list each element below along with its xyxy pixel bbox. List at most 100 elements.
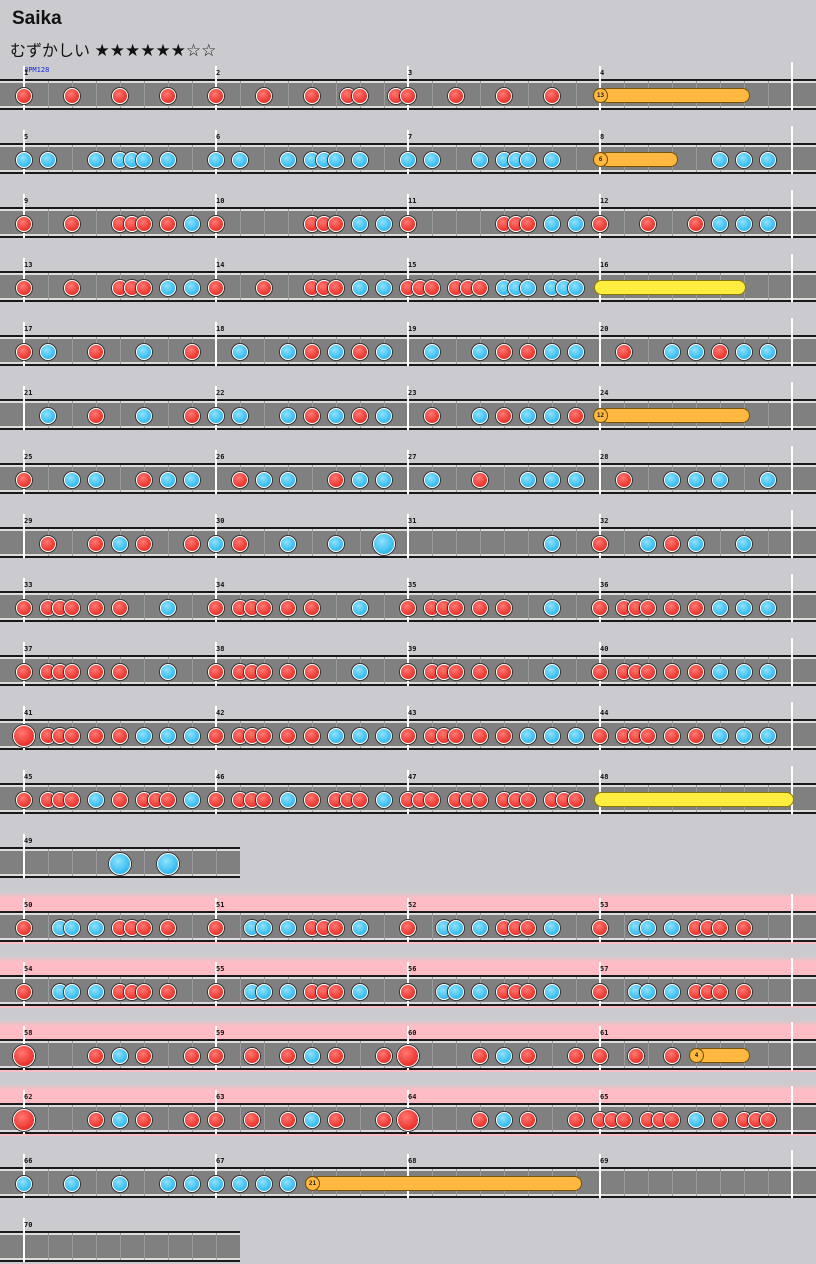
balloon-roll xyxy=(594,280,746,295)
beat-gridline xyxy=(215,849,217,876)
don-note xyxy=(16,280,32,296)
don-note xyxy=(16,792,32,808)
measure-number: 65 xyxy=(600,1093,609,1101)
measure-barline xyxy=(23,514,25,558)
don-note xyxy=(688,600,704,616)
beat-gridline xyxy=(767,273,769,300)
don-note xyxy=(64,280,80,296)
don-note xyxy=(568,792,584,808)
beat-gridline xyxy=(167,1233,169,1260)
don-note xyxy=(64,216,80,232)
beat-gridline xyxy=(383,977,385,1004)
beat-gridline xyxy=(503,465,505,492)
ka-note xyxy=(448,920,464,936)
don-note xyxy=(136,536,152,552)
don-note xyxy=(16,344,32,360)
ka-note xyxy=(208,152,224,168)
ka-note xyxy=(40,408,56,424)
ka-note xyxy=(376,280,392,296)
measure-barline xyxy=(407,514,409,558)
measure-barline xyxy=(407,386,409,430)
measure-number: 2 xyxy=(216,69,221,77)
don-note xyxy=(304,600,320,616)
beat-gridline xyxy=(167,529,169,556)
chart-row: 58 59 60 61 4 xyxy=(0,1020,816,1072)
don-note xyxy=(400,728,416,744)
measure-barline xyxy=(791,382,793,430)
beat-gridline xyxy=(71,145,73,172)
don-note xyxy=(352,344,368,360)
beat-gridline xyxy=(767,529,769,556)
beat-gridline xyxy=(263,1105,265,1132)
measure-number: 60 xyxy=(408,1029,417,1037)
beat-gridline xyxy=(455,1041,457,1068)
beat-gridline xyxy=(767,401,769,428)
chart-row: 49 xyxy=(0,828,240,880)
beat-gridline xyxy=(455,337,457,364)
ka-note xyxy=(280,344,296,360)
beat-gridline xyxy=(47,849,49,876)
measure-number: 6 xyxy=(216,133,221,141)
measure-number: 62 xyxy=(24,1093,33,1101)
don-note xyxy=(496,664,512,680)
ka-note xyxy=(544,600,560,616)
ka-note xyxy=(160,152,176,168)
beat-gridline xyxy=(575,529,577,556)
beat-gridline xyxy=(575,145,577,172)
beat-gridline xyxy=(47,1041,49,1068)
beat-gridline xyxy=(311,529,313,556)
ka-note xyxy=(184,728,200,744)
measure-number: 45 xyxy=(24,773,33,781)
beat-gridline xyxy=(719,529,721,556)
don-note xyxy=(496,344,512,360)
measure-number: 47 xyxy=(408,773,417,781)
beat-gridline xyxy=(431,81,433,108)
don-note xyxy=(184,344,200,360)
measure-number: 43 xyxy=(408,709,417,717)
beat-gridline xyxy=(239,1105,241,1132)
don-note xyxy=(112,664,128,680)
don-note xyxy=(208,88,224,104)
don-note xyxy=(664,664,680,680)
ka-note xyxy=(760,216,776,232)
don-note xyxy=(496,408,512,424)
ka-note xyxy=(88,920,104,936)
ka-note xyxy=(568,472,584,488)
beat-gridline xyxy=(551,1041,553,1068)
don-note xyxy=(520,1048,536,1064)
ka-note xyxy=(232,344,248,360)
don-note xyxy=(592,216,608,232)
measure-number: 52 xyxy=(408,901,417,909)
beat-gridline xyxy=(695,1169,697,1196)
beat-gridline xyxy=(47,273,49,300)
don-note xyxy=(184,408,200,424)
don-note xyxy=(592,920,608,936)
beat-gridline xyxy=(47,81,49,108)
drumroll xyxy=(312,1176,582,1191)
ka-note xyxy=(328,408,344,424)
don-note xyxy=(520,792,536,808)
ka-note xyxy=(736,152,752,168)
measure-number: 55 xyxy=(216,965,225,973)
ka-note xyxy=(520,408,536,424)
don-note xyxy=(472,664,488,680)
don-note xyxy=(712,344,728,360)
don-note xyxy=(736,920,752,936)
beat-gridline xyxy=(47,1233,49,1260)
don-note xyxy=(376,1048,392,1064)
measure-barline xyxy=(599,450,601,494)
ka-note xyxy=(184,216,200,232)
don-note xyxy=(712,1112,728,1128)
ka-note xyxy=(280,792,296,808)
ka-note xyxy=(544,408,560,424)
ka-note xyxy=(712,152,728,168)
don-note xyxy=(328,1112,344,1128)
measure-number: 33 xyxy=(24,581,33,589)
measure-number: 49 xyxy=(24,837,33,845)
ka-note xyxy=(256,1176,272,1192)
measure-barline xyxy=(791,638,793,686)
don-note xyxy=(472,1112,488,1128)
don-note xyxy=(16,216,32,232)
don-note xyxy=(304,728,320,744)
ka-note xyxy=(472,408,488,424)
